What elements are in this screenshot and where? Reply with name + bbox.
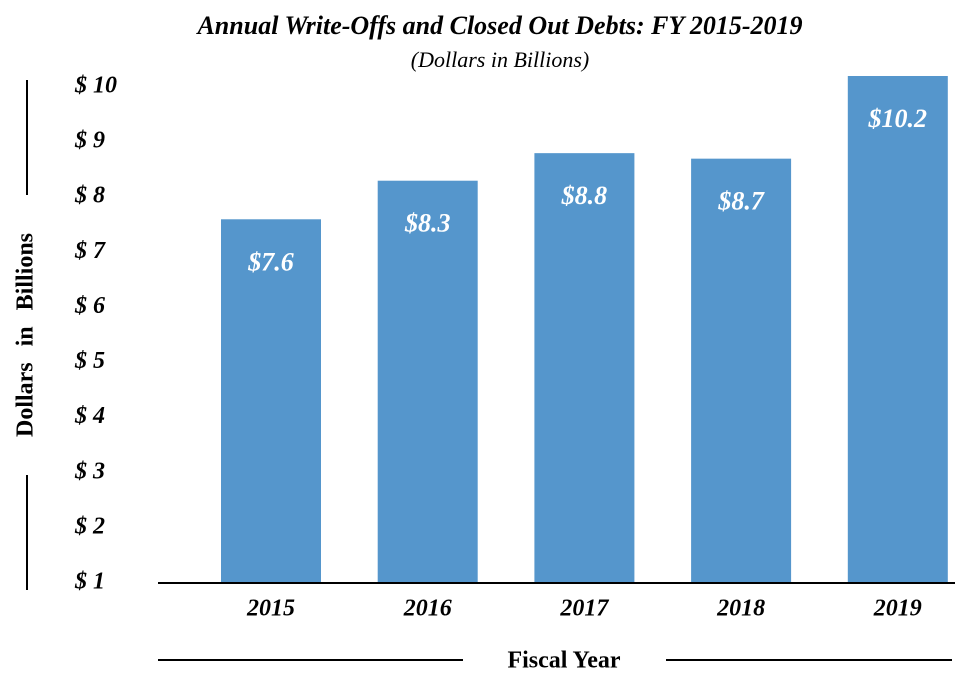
x-tick-label: 2019 <box>873 596 922 622</box>
y-tick-label: $ 8 <box>74 183 105 209</box>
y-axis-label: Dollars in Billions <box>13 233 39 437</box>
y-tick-label: $ 9 <box>74 128 105 154</box>
data-label: $8.7 <box>717 187 765 216</box>
y-axis-label-group: Dollars in Billions <box>13 80 39 590</box>
data-label: $8.8 <box>561 181 608 210</box>
bar <box>221 219 321 584</box>
x-axis-label: Fiscal Year <box>507 648 620 674</box>
x-tick-label: 2016 <box>403 596 452 622</box>
y-tick-label: $ 5 <box>74 348 105 374</box>
chart-subtitle: (Dollars in Billions) <box>411 47 589 72</box>
bar <box>691 158 792 584</box>
y-tick-label: $ 6 <box>74 293 105 319</box>
y-tick-label: $ 10 <box>74 73 117 99</box>
chart-title: Annual Write-Offs and Closed Out Debts: … <box>195 11 802 40</box>
y-tick-label: $ 4 <box>74 403 105 429</box>
bar <box>847 76 948 583</box>
y-tick-label: $ 7 <box>74 238 106 264</box>
x-tick-label: 2018 <box>716 596 765 622</box>
x-tick-label: 2017 <box>559 596 609 622</box>
bar <box>377 180 478 583</box>
data-label: $10.2 <box>868 104 928 133</box>
x-tick-label: 2015 <box>246 596 295 622</box>
y-tick-label: $ 2 <box>74 513 105 539</box>
bar <box>534 153 635 584</box>
y-tick-label: $ 3 <box>74 458 105 484</box>
y-tick-label: $ 1 <box>74 569 105 595</box>
data-label: $8.3 <box>404 209 451 238</box>
data-label: $7.6 <box>247 247 294 276</box>
